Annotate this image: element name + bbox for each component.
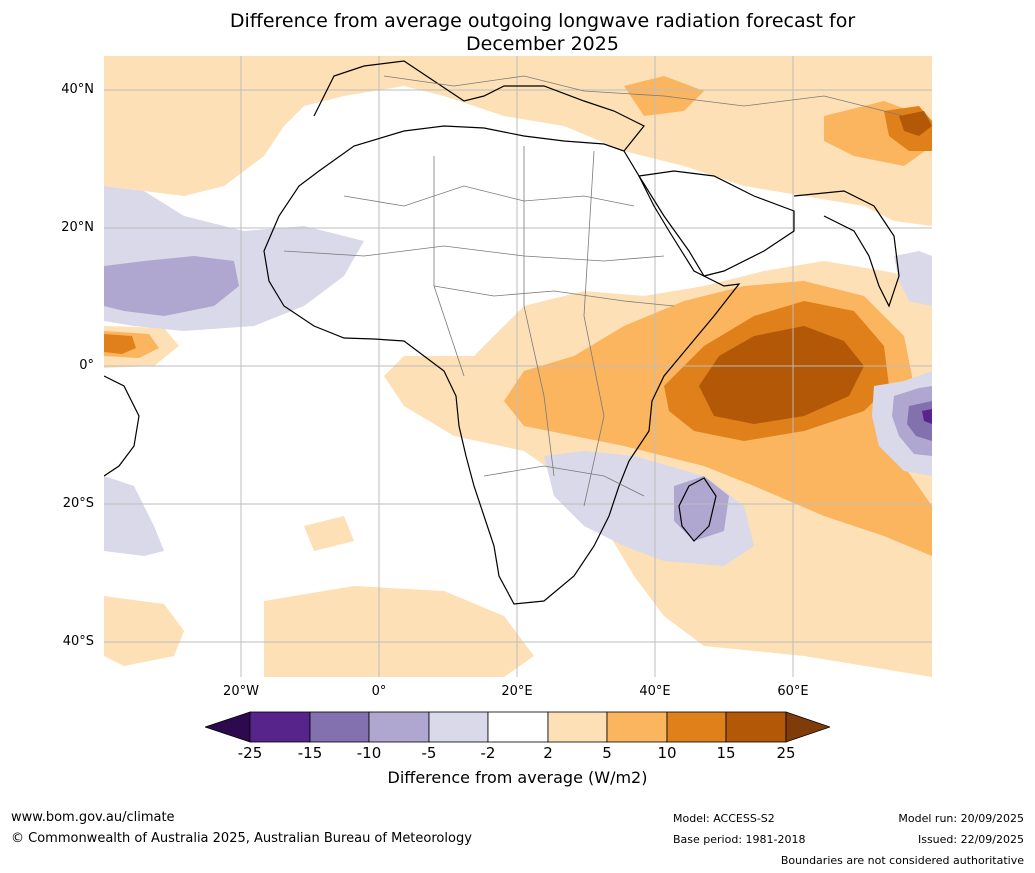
lat-label-0: 0° — [79, 358, 94, 373]
country-border-icon — [283, 75, 905, 507]
colorbar-tick-m10: -10 — [356, 744, 382, 762]
anomaly-p15-p25 — [699, 111, 932, 424]
colorbar-bin-m15-m10 — [309, 711, 370, 743]
footer-base-period: Base period: 1981-2018 — [673, 833, 806, 846]
south-atlantic-patch — [104, 596, 184, 666]
colorbar-label: Difference from average (W/m2) — [387, 768, 648, 787]
south-ocean-band — [264, 586, 534, 677]
border-north — [343, 185, 635, 207]
atlantic-south-light — [104, 476, 164, 556]
indian-ocean-core — [699, 326, 864, 424]
footer-copyright: © Commonwealth of Australia 2025, Austra… — [11, 831, 472, 846]
colorbar-bin-m10-m5 — [368, 711, 430, 743]
border-vertical-1 — [433, 156, 465, 377]
colorbar-tick-m2: -2 — [480, 744, 496, 762]
anomaly-m15-m25 — [922, 409, 932, 424]
colorbar-bin-p10-p15 — [666, 711, 727, 743]
colorbar — [205, 711, 830, 743]
gridlines — [104, 56, 932, 677]
colorbar-tick-m15: -15 — [297, 744, 323, 762]
north-atlantic-mediterranean-band — [104, 56, 932, 226]
lon-label-40e: 40°E — [639, 684, 671, 699]
footer-issued: Issued: 22/09/2025 — [917, 833, 1024, 846]
lon-label-20e: 20°E — [501, 684, 533, 699]
footer-model-run: Model run: 20/09/2025 — [898, 812, 1024, 825]
arabian-coastline — [638, 170, 795, 277]
colorbar-tick-p10: 10 — [657, 744, 677, 762]
title-line-2: December 2025 — [466, 33, 619, 55]
colorbar-bin-m5-m2 — [428, 711, 489, 743]
footer-model: Model: ACCESS-S2 — [673, 812, 775, 825]
atlantic-west-p10 — [104, 334, 136, 354]
lat-label-20n: 20°N — [61, 220, 94, 235]
map-panel — [104, 56, 932, 677]
lon-label-0: 0° — [371, 684, 387, 699]
europe-coastline — [313, 60, 645, 152]
chart-title: Difference from average outgoing longwav… — [0, 10, 1035, 56]
lon-label-60e: 60°E — [777, 684, 809, 699]
border-central — [433, 285, 675, 307]
footer-website-link[interactable]: www.bom.gov.au/climate — [11, 810, 175, 825]
madagascar-mid — [674, 476, 729, 541]
colorbar-tick-m5: -5 — [421, 744, 437, 762]
colorbar-extend-max — [785, 711, 830, 743]
coastline-icon — [104, 60, 900, 605]
colorbar-tick-p2: 2 — [543, 744, 553, 762]
brazil-coastline — [104, 375, 140, 477]
colorbar-tick-p25: 25 — [776, 744, 796, 762]
india-patch-light — [894, 251, 932, 306]
gulf-guinea-patch — [304, 516, 354, 551]
africa-coastline — [263, 125, 741, 605]
lat-label-40s: 40°S — [62, 634, 94, 649]
colorbar-bin-p5-p10 — [606, 711, 668, 743]
title-line-1: Difference from average outgoing longwav… — [229, 10, 856, 32]
colorbar-bin-p2-p5 — [547, 711, 608, 743]
border-vertical-3 — [583, 150, 605, 507]
lat-label-20s: 20°S — [62, 496, 94, 511]
border-south — [483, 465, 645, 497]
tropical-atlantic-mid — [104, 256, 239, 316]
colorbar-bin-m2-p2 — [487, 711, 549, 743]
colorbar-extend-min — [205, 711, 251, 743]
colorbar-tick-m25: -25 — [237, 744, 263, 762]
india-coastline — [793, 190, 900, 308]
border-vertical-2 — [523, 146, 555, 477]
indian-ocean-east-deep — [922, 409, 932, 424]
border-europe — [383, 75, 905, 117]
colorbar-bin-p15-p25 — [725, 711, 787, 743]
madagascar-coastline — [678, 477, 717, 542]
colorbar-tick-p5: 5 — [602, 744, 612, 762]
lon-label-20w: 20°W — [223, 684, 259, 699]
lat-label-40n: 40°N — [61, 82, 94, 97]
footer-disclaimer: Boundaries are not considered authoritat… — [780, 854, 1024, 867]
himalaya-core — [899, 111, 932, 136]
colorbar-bin-m25-m15 — [249, 711, 311, 743]
border-sahel — [283, 245, 665, 262]
colorbar-tick-p15: 15 — [716, 744, 736, 762]
